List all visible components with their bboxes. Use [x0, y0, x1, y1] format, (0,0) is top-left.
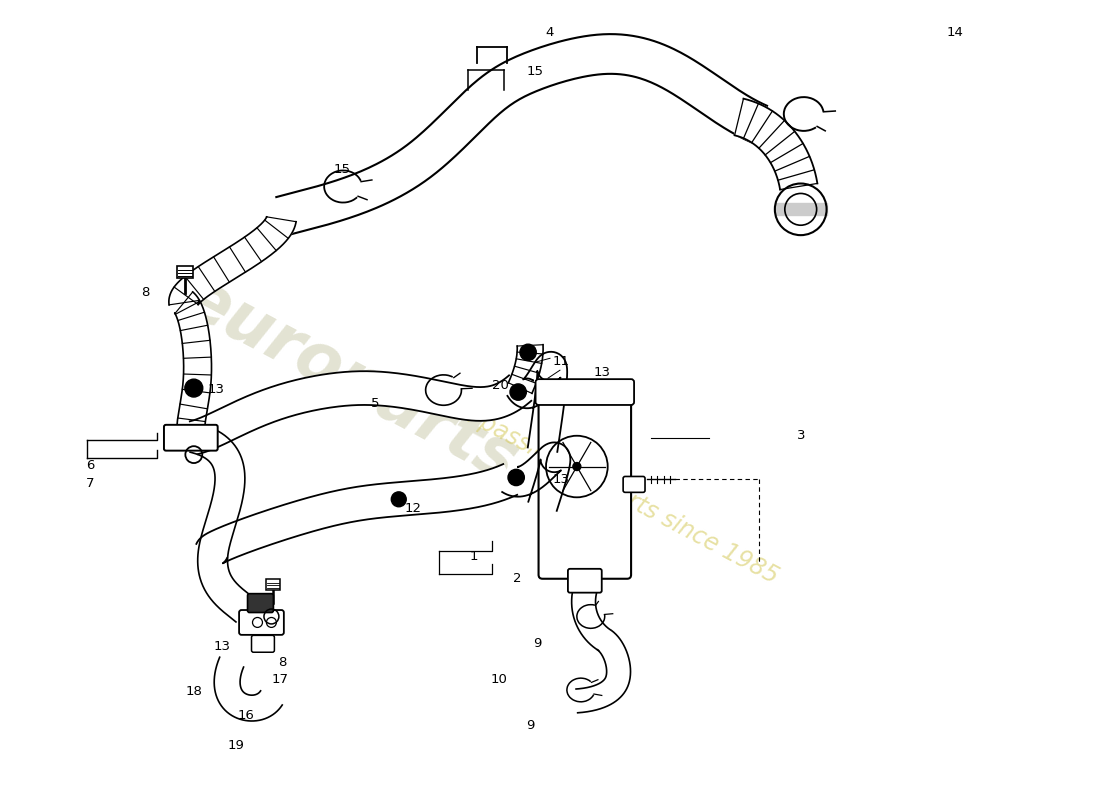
Text: 1: 1: [469, 550, 477, 563]
FancyBboxPatch shape: [536, 379, 634, 405]
Text: 7: 7: [86, 477, 95, 490]
Polygon shape: [576, 631, 630, 713]
Text: 15: 15: [333, 163, 351, 176]
Text: a passion for parts since 1985: a passion for parts since 1985: [456, 400, 783, 589]
Text: 8: 8: [277, 656, 286, 669]
Text: 11: 11: [552, 355, 570, 368]
Polygon shape: [508, 345, 543, 394]
Polygon shape: [503, 442, 571, 511]
FancyBboxPatch shape: [239, 610, 284, 635]
Text: europarts: europarts: [173, 265, 529, 496]
Polygon shape: [190, 423, 255, 622]
Circle shape: [510, 384, 526, 400]
Circle shape: [573, 462, 581, 470]
Text: 12: 12: [405, 502, 421, 515]
Text: 2: 2: [513, 572, 521, 586]
Polygon shape: [196, 464, 517, 563]
Circle shape: [508, 470, 525, 486]
Text: 13: 13: [594, 366, 610, 378]
FancyBboxPatch shape: [568, 569, 602, 593]
Text: 4: 4: [546, 26, 554, 38]
Polygon shape: [507, 352, 568, 452]
Text: 13: 13: [552, 473, 570, 486]
FancyBboxPatch shape: [266, 578, 280, 590]
Text: 14: 14: [946, 26, 964, 38]
Text: 20: 20: [493, 379, 509, 392]
Text: 5: 5: [371, 398, 380, 410]
Polygon shape: [214, 658, 283, 721]
Text: 13: 13: [213, 640, 230, 653]
Circle shape: [185, 379, 202, 397]
Circle shape: [392, 492, 406, 506]
FancyBboxPatch shape: [539, 390, 631, 578]
FancyBboxPatch shape: [252, 635, 274, 652]
FancyBboxPatch shape: [248, 594, 274, 613]
Text: 13: 13: [208, 383, 224, 396]
Text: 15: 15: [526, 66, 543, 78]
Text: 18: 18: [186, 685, 202, 698]
Text: 9: 9: [526, 719, 535, 732]
Polygon shape: [276, 34, 767, 235]
Circle shape: [520, 344, 537, 361]
Polygon shape: [190, 371, 531, 454]
Text: 19: 19: [228, 739, 244, 752]
Polygon shape: [735, 98, 817, 190]
Text: 10: 10: [491, 673, 507, 686]
Text: 3: 3: [798, 430, 806, 442]
Polygon shape: [169, 217, 296, 305]
Text: 16: 16: [238, 709, 254, 722]
Text: 17: 17: [272, 673, 288, 686]
FancyBboxPatch shape: [164, 425, 218, 450]
Polygon shape: [572, 588, 610, 650]
FancyBboxPatch shape: [177, 266, 192, 278]
Text: 8: 8: [141, 286, 150, 299]
Text: 9: 9: [532, 638, 541, 650]
Polygon shape: [175, 292, 211, 447]
Text: 6: 6: [86, 458, 95, 472]
FancyBboxPatch shape: [623, 477, 645, 492]
